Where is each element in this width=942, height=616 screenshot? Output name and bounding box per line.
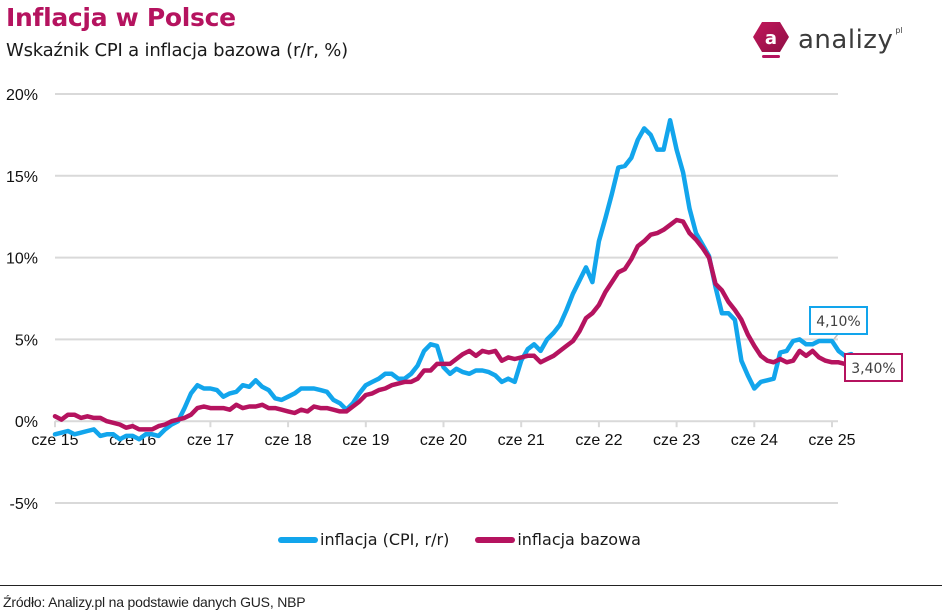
x-tick-label: cze 18 <box>265 432 312 449</box>
y-tick-label: 5% <box>15 332 38 349</box>
core-callout-label: 3,40% <box>851 361 895 377</box>
legend-swatch-cpi <box>278 536 318 543</box>
x-tick-label: cze 25 <box>808 432 855 449</box>
analizy-hexagon-icon: a <box>753 22 789 58</box>
x-tick-label: cze 22 <box>575 432 622 449</box>
core-callout-box <box>844 353 903 382</box>
legend-item-core: inflacja bazowa <box>475 530 641 549</box>
y-tick-label: 10% <box>6 251 38 268</box>
source-note: Źródło: Analizy.pl na podstawie danych G… <box>3 594 306 610</box>
cpi-callout-box <box>809 306 868 335</box>
inflation-line-chart: -5%0%5%10%15%20% cze 15 cze 16 cze 17 cze 1… <box>6 87 903 513</box>
x-tick-label: cze 15 <box>31 432 78 449</box>
logo-suffix: pl <box>895 25 903 35</box>
chart-subtitle: Wskaźnik CPI a inflacja bazowa (r/r, %) <box>6 40 348 61</box>
y-tick-label: 0% <box>15 414 38 431</box>
y-tick-label: -5% <box>10 496 38 513</box>
x-tick-label: cze 17 <box>187 432 234 449</box>
y-axis-ticks: -5% 0% 5% 10% 15% 20% <box>6 87 38 513</box>
x-tick-label: cze 21 <box>498 432 545 449</box>
gridlines <box>55 93 838 504</box>
cpi-callout-label: 4,10% <box>816 314 860 330</box>
analizy-logo: a analizy pl <box>752 20 903 60</box>
y-tick-label: 15% <box>6 169 38 186</box>
legend-label-cpi: inflacja (CPI, r/r) <box>320 530 450 549</box>
end-value-callouts: 4,10% 3,40% <box>809 306 903 382</box>
cpi-series-line <box>52 117 854 442</box>
x-tick-label: cze 20 <box>420 432 467 449</box>
logo-text: analizy <box>798 25 894 55</box>
chart-title: Inflacja w Polsce <box>6 3 236 32</box>
logo-letter: a <box>765 28 777 49</box>
chart-legend: inflacja (CPI, r/r) inflacja bazowa <box>278 530 667 549</box>
y-tick-label: 20% <box>6 87 38 104</box>
x-tick-label: cze 23 <box>653 432 700 449</box>
legend-label-core: inflacja bazowa <box>517 530 641 549</box>
legend-swatch-core <box>475 536 516 543</box>
legend-item-cpi: inflacja (CPI, r/r) <box>278 530 449 549</box>
x-tick-label: cze 24 <box>731 432 778 449</box>
x-tick-label: cze 19 <box>342 432 389 449</box>
footer-divider <box>0 585 942 586</box>
series-lines <box>52 117 854 442</box>
core-inflation-series-line <box>52 217 854 432</box>
